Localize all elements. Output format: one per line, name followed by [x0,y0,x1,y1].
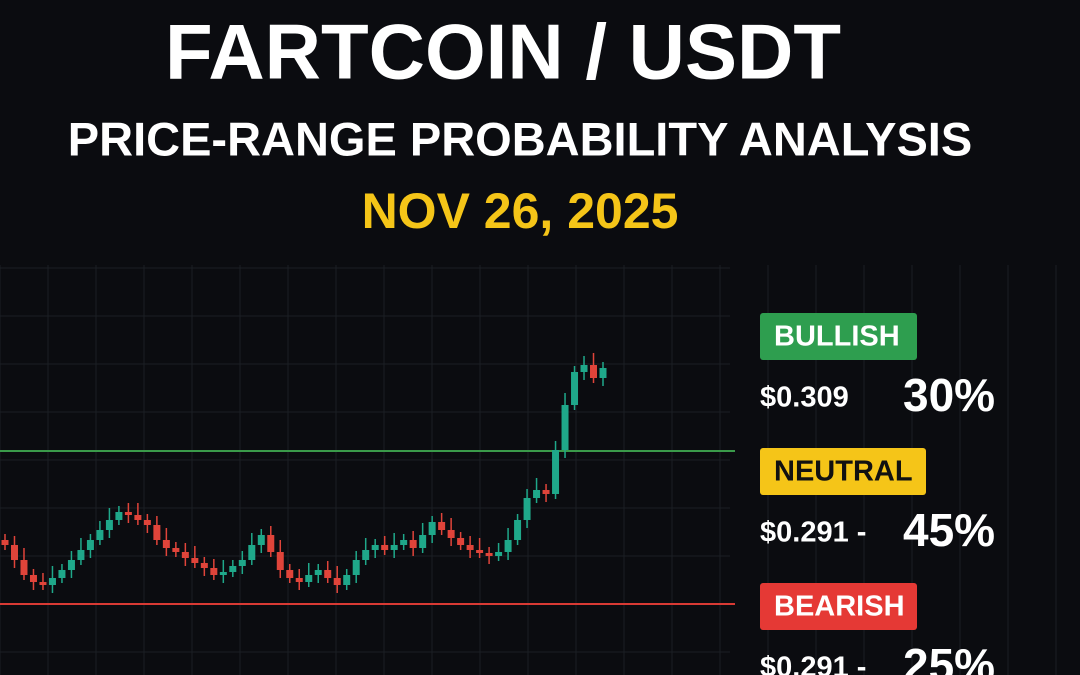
candle-body [238,560,246,566]
title: FARTCOIN / USDT [165,8,841,96]
candle-body [400,540,408,545]
candle-body [371,545,379,550]
candle-body [466,545,474,550]
candle-body [67,560,75,570]
candle-body [580,365,588,372]
candle-body [428,522,436,535]
candle-body [134,515,142,520]
candle-body [324,570,332,578]
candle-body [10,545,18,560]
candle-body [419,535,427,548]
candle-body [599,368,607,378]
candle-body [514,520,522,540]
candle-body [381,545,389,550]
candle-body [276,552,284,570]
candle-body [476,550,484,553]
candle-body [124,512,132,515]
candle-body [115,512,123,520]
scenario-probability: 45% [903,504,995,556]
candle-body [162,540,170,548]
candle-body [571,372,579,405]
candle-body [542,490,550,494]
grid [0,265,1057,675]
candle-body [257,535,265,545]
scenario-price: $0.309 [760,382,849,414]
candle-body [248,545,256,560]
candle-body [390,545,398,550]
candle-body [286,570,294,578]
candle-body [561,405,569,450]
candle-body [504,540,512,552]
candle-body [105,520,113,530]
candle-body [96,530,104,540]
candle-body [20,560,28,575]
candle-body [58,570,66,578]
candle-body [343,575,351,585]
candle-body [210,568,218,575]
scenarios: BULLISH $0.309 30% NEUTRAL $0.291 - 45% BEARIS… [760,313,995,675]
candle-body [295,578,303,582]
candle-body [485,553,493,556]
subtitle: PRICE-RANGE PROBABILITY ANALYSIS [68,112,972,165]
candle-body [48,578,56,585]
scenario-price: $0.291 - [760,652,866,675]
scenario-probability: 30% [903,369,995,421]
candle-body [1,540,9,545]
date: NOV 26, 2025 [362,183,679,239]
candle-body [590,365,598,378]
candle-body [172,548,180,552]
scenario-probability: 25% [903,639,995,675]
candle-body [143,520,151,525]
candle-body [533,490,541,498]
candle-body [200,563,208,568]
scenario-badge [760,448,926,495]
candle-body [495,552,503,556]
scenario-label: BEARISH [774,591,905,623]
candle-body [552,450,560,494]
candle-body [39,582,47,585]
candle-body [77,550,85,560]
candle-body [86,540,94,550]
candle-body [438,522,446,530]
scenario-label: NEUTRAL [774,456,913,488]
scenario-badge [760,313,917,360]
candle-body [333,578,341,585]
candle-body [153,525,161,540]
candle-body [362,550,370,560]
candle-body [191,558,199,563]
candle-body [229,566,237,572]
candle-body [523,498,531,520]
candle-body [447,530,455,538]
scenario-badge [760,583,917,630]
candle-body [409,540,417,548]
candle-body [267,535,275,552]
candle-body [314,570,322,575]
candle-body [305,575,313,582]
candle-body [219,572,227,575]
scenario-price: $0.291 - [760,517,866,549]
scenario-label: BULLISH [774,321,900,353]
candle-body [352,560,360,575]
candle-body [457,538,465,545]
candle-body [29,575,37,582]
candlestick-chart [1,353,607,593]
candle-body [181,552,189,558]
